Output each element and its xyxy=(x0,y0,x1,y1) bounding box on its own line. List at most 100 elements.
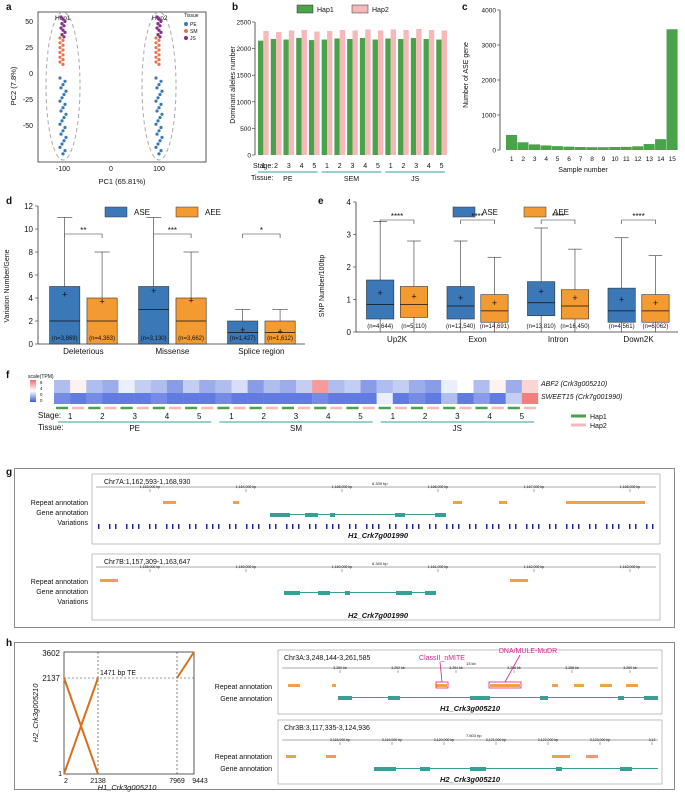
h-ytick-mid: 2137 xyxy=(42,674,60,683)
exon xyxy=(556,767,562,771)
pca-point xyxy=(154,122,158,126)
box-count: (n=4,363) xyxy=(89,336,115,342)
pca-point xyxy=(64,112,68,116)
variation xyxy=(155,524,157,529)
sig-bracket xyxy=(621,219,656,224)
category-label: Down2K xyxy=(623,335,654,344)
box-mean: + xyxy=(653,298,658,308)
heatmap-cell xyxy=(118,393,135,404)
heatmap-cell xyxy=(150,380,168,393)
c-ytick-label: 4000 xyxy=(482,8,497,15)
variation xyxy=(246,524,248,529)
ruler-label: 3,254 kb xyxy=(449,666,462,670)
sig-label: **** xyxy=(471,212,483,221)
heatmap-cell xyxy=(425,393,442,404)
b-bar-hap1 xyxy=(308,40,315,156)
heatmap-cell xyxy=(118,380,135,393)
repeat-block xyxy=(574,684,584,687)
repeat-block xyxy=(332,684,336,687)
pca-point xyxy=(157,58,161,62)
heatmap-cell xyxy=(183,393,200,404)
sig-label: **** xyxy=(391,212,403,221)
ruler-label: 3,260 kb xyxy=(623,666,636,670)
g-track2-title: Chr7B:1,157,309-1,163,647 xyxy=(104,559,191,566)
b-bar-hap1 xyxy=(436,39,442,155)
pca-point xyxy=(62,116,66,120)
ytick-label: 0 xyxy=(347,328,352,337)
h-te-label: 1471 bp TE xyxy=(100,670,136,677)
box-count: (n=14,691) xyxy=(480,324,509,330)
heatmap-cell xyxy=(54,393,71,404)
ytick-label: 0 xyxy=(29,340,34,349)
e-legend-aee: AEE xyxy=(553,208,569,217)
variation xyxy=(298,524,300,529)
exon xyxy=(270,513,290,517)
f-tissue: SM xyxy=(290,424,302,433)
variation xyxy=(349,524,351,529)
sig-label: **** xyxy=(632,212,644,221)
pca-point xyxy=(61,83,65,87)
heatmap-cell xyxy=(360,380,377,393)
b-bar-hap1 xyxy=(283,39,289,155)
box xyxy=(480,294,509,323)
f-legend-hap1: Hap1 xyxy=(590,414,607,421)
heatmap-cell xyxy=(457,380,474,393)
pca-point xyxy=(63,79,67,83)
legend-pe: PE xyxy=(190,22,197,28)
h-track2-size: 7,603 bp xyxy=(466,733,482,738)
c-xtick: 10 xyxy=(611,156,619,163)
c-xtick: 15 xyxy=(669,156,677,163)
pca-point xyxy=(159,30,163,34)
heatmap-cell xyxy=(183,380,200,393)
f-stage: 5 xyxy=(520,412,525,421)
heatmap-cell xyxy=(247,380,264,393)
pca-point xyxy=(157,129,161,133)
exon xyxy=(540,696,548,700)
f-stage: 3 xyxy=(132,412,137,421)
pca-point xyxy=(154,55,158,59)
pca-point xyxy=(58,60,62,64)
pca-point xyxy=(157,28,161,32)
variation xyxy=(469,524,471,529)
variation xyxy=(418,524,420,529)
pca-point xyxy=(158,139,162,143)
ytick-label: 4 xyxy=(347,198,352,207)
heatmap-cell xyxy=(392,393,410,404)
heatmap-cell xyxy=(441,380,458,393)
ytick-label: 12 xyxy=(24,202,33,211)
variation xyxy=(109,524,111,529)
ruler-label: 3,252 kb xyxy=(391,666,404,670)
pca-point xyxy=(60,33,64,37)
variation xyxy=(292,524,294,529)
b-legend-hap1: Hap1 xyxy=(317,7,334,14)
heatmap-cell xyxy=(312,380,329,393)
c-bar xyxy=(643,144,655,150)
ruler-label: 1,161,000 bp xyxy=(428,565,448,569)
variation xyxy=(229,524,231,529)
variation xyxy=(189,524,191,529)
ytick-label: 1 xyxy=(347,296,352,305)
f-gene1: ABF2 (Crk3g005210) xyxy=(540,381,607,388)
pca-point xyxy=(63,19,67,23)
ruler-label: 3,119,000 bp xyxy=(382,738,402,742)
c-ylabel: Number of ASE gene xyxy=(463,42,470,108)
exon xyxy=(470,696,490,700)
box xyxy=(446,286,475,320)
variation xyxy=(532,524,534,529)
b-stage: 3 xyxy=(287,163,291,170)
g-gene-label: Gene annotation xyxy=(36,510,88,517)
c-bar xyxy=(506,134,518,150)
c-xtick: 2 xyxy=(521,156,525,163)
exon xyxy=(284,591,300,595)
exon xyxy=(425,591,436,595)
exon xyxy=(395,513,405,517)
a-ytick-50: 50 xyxy=(25,19,33,26)
g-repeat-label2: Repeat annotation xyxy=(31,579,88,586)
b-bar-hap2 xyxy=(339,29,346,156)
h-track1-title: Chr3A:3,248,144-3,261,585 xyxy=(284,655,371,662)
variation xyxy=(378,524,380,529)
category-label: Missense xyxy=(155,347,189,356)
b-bar-hap2 xyxy=(301,29,307,156)
panel-label-e: e xyxy=(318,196,324,207)
box-count: (n=3,662) xyxy=(178,336,204,342)
